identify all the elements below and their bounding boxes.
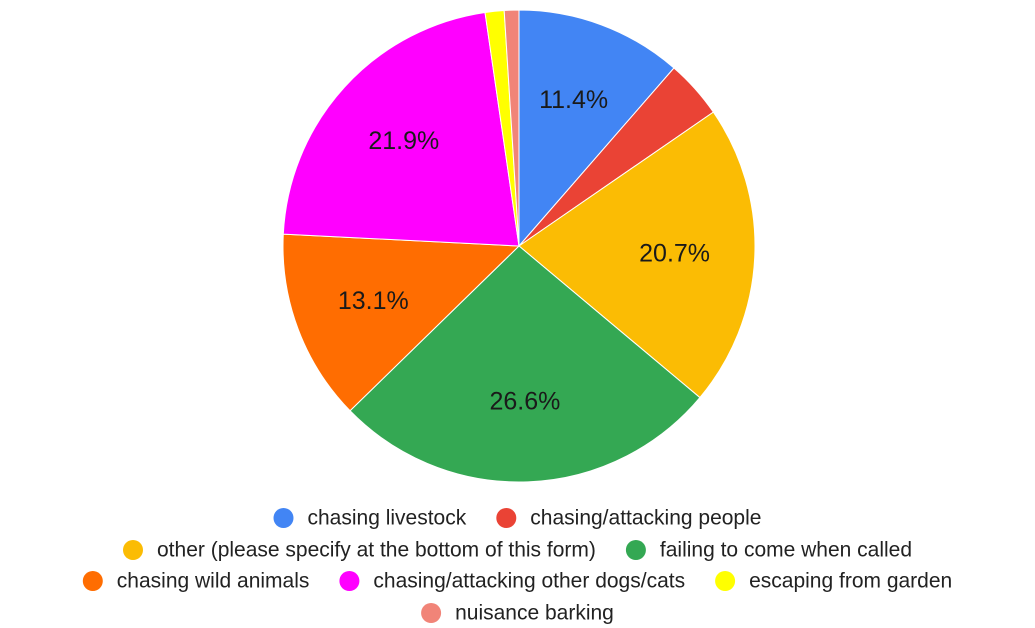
pie-slice-labels: 11.4% 20.7% 26.6% 13.1% 21.9% bbox=[338, 86, 710, 416]
legend-swatch-3 bbox=[625, 540, 646, 560]
legend-swatch-0 bbox=[273, 508, 294, 528]
pie-slice-3 bbox=[349, 245, 701, 483]
slice-label-4: 13.1% bbox=[338, 287, 409, 315]
legend-swatch-1 bbox=[496, 508, 517, 528]
pie-slice-0 bbox=[518, 9, 675, 248]
legend-item-4: chasing wild animals bbox=[82, 570, 310, 593]
legend-label-1: chasing/attacking people bbox=[530, 507, 761, 530]
legend-item-5: chasing/attacking other dogs/cats bbox=[339, 570, 685, 593]
legend-item-2: other (please specify at the bottom of t… bbox=[123, 539, 596, 562]
slice-label-5: 21.9% bbox=[368, 127, 439, 155]
legend-label-5: chasing/attacking other dogs/cats bbox=[373, 570, 685, 593]
pie-slice-5 bbox=[282, 11, 520, 247]
slice-label-0: 11.4% bbox=[539, 86, 608, 114]
legend-swatch-6 bbox=[715, 571, 736, 591]
legend-item-3: failing to come when called bbox=[625, 539, 912, 562]
pie-slice-4 bbox=[282, 233, 521, 412]
pie-slice-7 bbox=[503, 9, 520, 247]
legend-swatch-7 bbox=[421, 603, 442, 623]
legend-label-3: failing to come when called bbox=[660, 539, 912, 562]
legend-item-6: escaping from garden bbox=[715, 570, 952, 593]
legend-label-6: escaping from garden bbox=[749, 570, 952, 593]
legend-label-4: chasing wild animals bbox=[117, 570, 310, 593]
legend-item-1: chasing/attacking people bbox=[496, 507, 761, 530]
legend: chasing livestock chasing/attacking peopl… bbox=[82, 507, 952, 625]
legend-label-0: chasing livestock bbox=[308, 507, 467, 530]
pie-slice-2 bbox=[518, 111, 756, 399]
legend-item-7: nuisance barking bbox=[421, 602, 614, 625]
legend-item-0: chasing livestock bbox=[273, 507, 467, 530]
slice-label-3: 26.6% bbox=[489, 388, 560, 416]
legend-swatch-2 bbox=[123, 540, 143, 560]
legend-label-2: other (please specify at the bottom of t… bbox=[157, 539, 596, 562]
legend-swatch-4 bbox=[82, 571, 103, 591]
pie-slices bbox=[282, 9, 756, 483]
slice-label-2: 20.7% bbox=[639, 239, 710, 267]
legend-swatch-5 bbox=[339, 571, 360, 591]
legend-label-7: nuisance barking bbox=[455, 602, 614, 625]
